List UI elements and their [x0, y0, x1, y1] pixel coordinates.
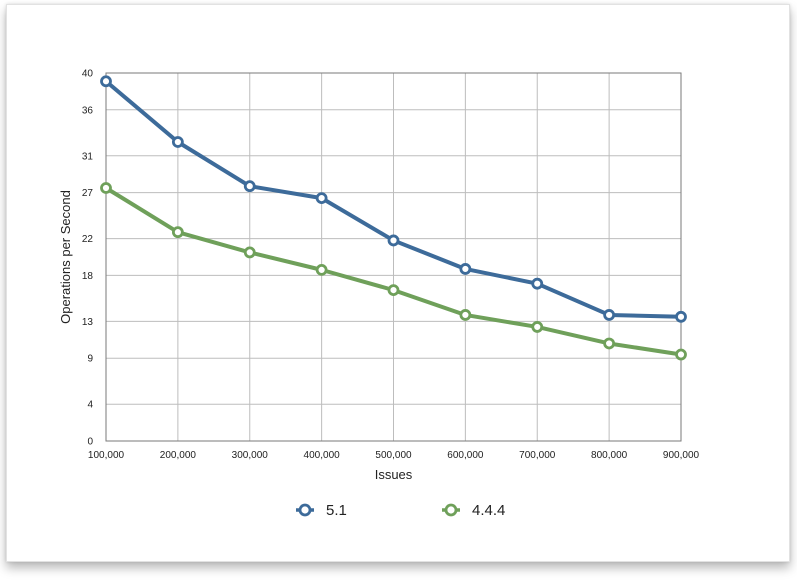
data-point — [315, 263, 328, 276]
data-point — [459, 309, 472, 321]
y-tick-label: 31 — [82, 151, 94, 162]
y-tick-label: 13 — [82, 317, 94, 328]
data-point — [603, 309, 616, 321]
x-tick-label: 100,000 — [88, 450, 125, 461]
data-point — [243, 180, 256, 193]
y-tick-label: 40 — [82, 69, 94, 80]
series-layer — [100, 75, 687, 361]
plot-frame — [105, 72, 682, 442]
x-tick-label: 800,000 — [591, 450, 628, 461]
data-point — [675, 348, 687, 361]
data-point — [100, 182, 112, 194]
legend-item: 4.4.4 — [442, 502, 505, 519]
data-point — [171, 136, 184, 148]
y-tick-label: 4 — [87, 400, 93, 411]
legend-marker — [298, 503, 312, 517]
series-4-4-4 — [100, 182, 687, 361]
data-point — [100, 75, 112, 88]
y-tick-label: 0 — [87, 437, 93, 448]
data-point — [243, 246, 256, 259]
x-tick-label: 600,000 — [447, 450, 484, 461]
x-tick-label: 700,000 — [519, 450, 556, 461]
data-point — [171, 226, 184, 239]
data-point — [675, 310, 687, 323]
chart-grid — [105, 72, 682, 442]
data-point — [387, 234, 400, 247]
legend-label: 5.1 — [326, 502, 347, 519]
legend-marker — [444, 503, 458, 517]
data-point — [531, 277, 544, 290]
x-axis-ticks: 100,000 200,000 300,000 400,000 500,000 600,0… — [88, 450, 700, 461]
data-point — [531, 321, 544, 333]
x-tick-label: 900,000 — [663, 450, 700, 461]
x-tick-label: 200,000 — [160, 450, 197, 461]
y-tick-label: 27 — [82, 188, 94, 199]
legend-label: 4.4.4 — [472, 502, 505, 519]
data-point — [603, 337, 616, 350]
data-point — [459, 263, 472, 275]
legend: 5.1 4.4.4 — [296, 502, 505, 519]
x-tick-label: 300,000 — [232, 450, 269, 461]
y-axis-ticks: 0 4 9 13 18 22 27 31 36 40 — [82, 69, 94, 448]
x-tick-label: 500,000 — [375, 450, 412, 461]
y-tick-label: 22 — [82, 234, 94, 245]
series-5-1 — [100, 75, 687, 323]
x-axis-title: Issues — [375, 467, 413, 482]
x-tick-label: 400,000 — [304, 450, 341, 461]
data-point — [315, 192, 328, 205]
y-tick-label: 18 — [82, 271, 94, 282]
y-tick-label: 36 — [82, 105, 94, 116]
y-axis-title: Operations per Second — [58, 190, 73, 324]
data-point — [387, 284, 400, 297]
legend-item: 5.1 — [296, 502, 347, 519]
y-tick-label: 9 — [87, 354, 93, 365]
chart-card — [6, 4, 790, 562]
